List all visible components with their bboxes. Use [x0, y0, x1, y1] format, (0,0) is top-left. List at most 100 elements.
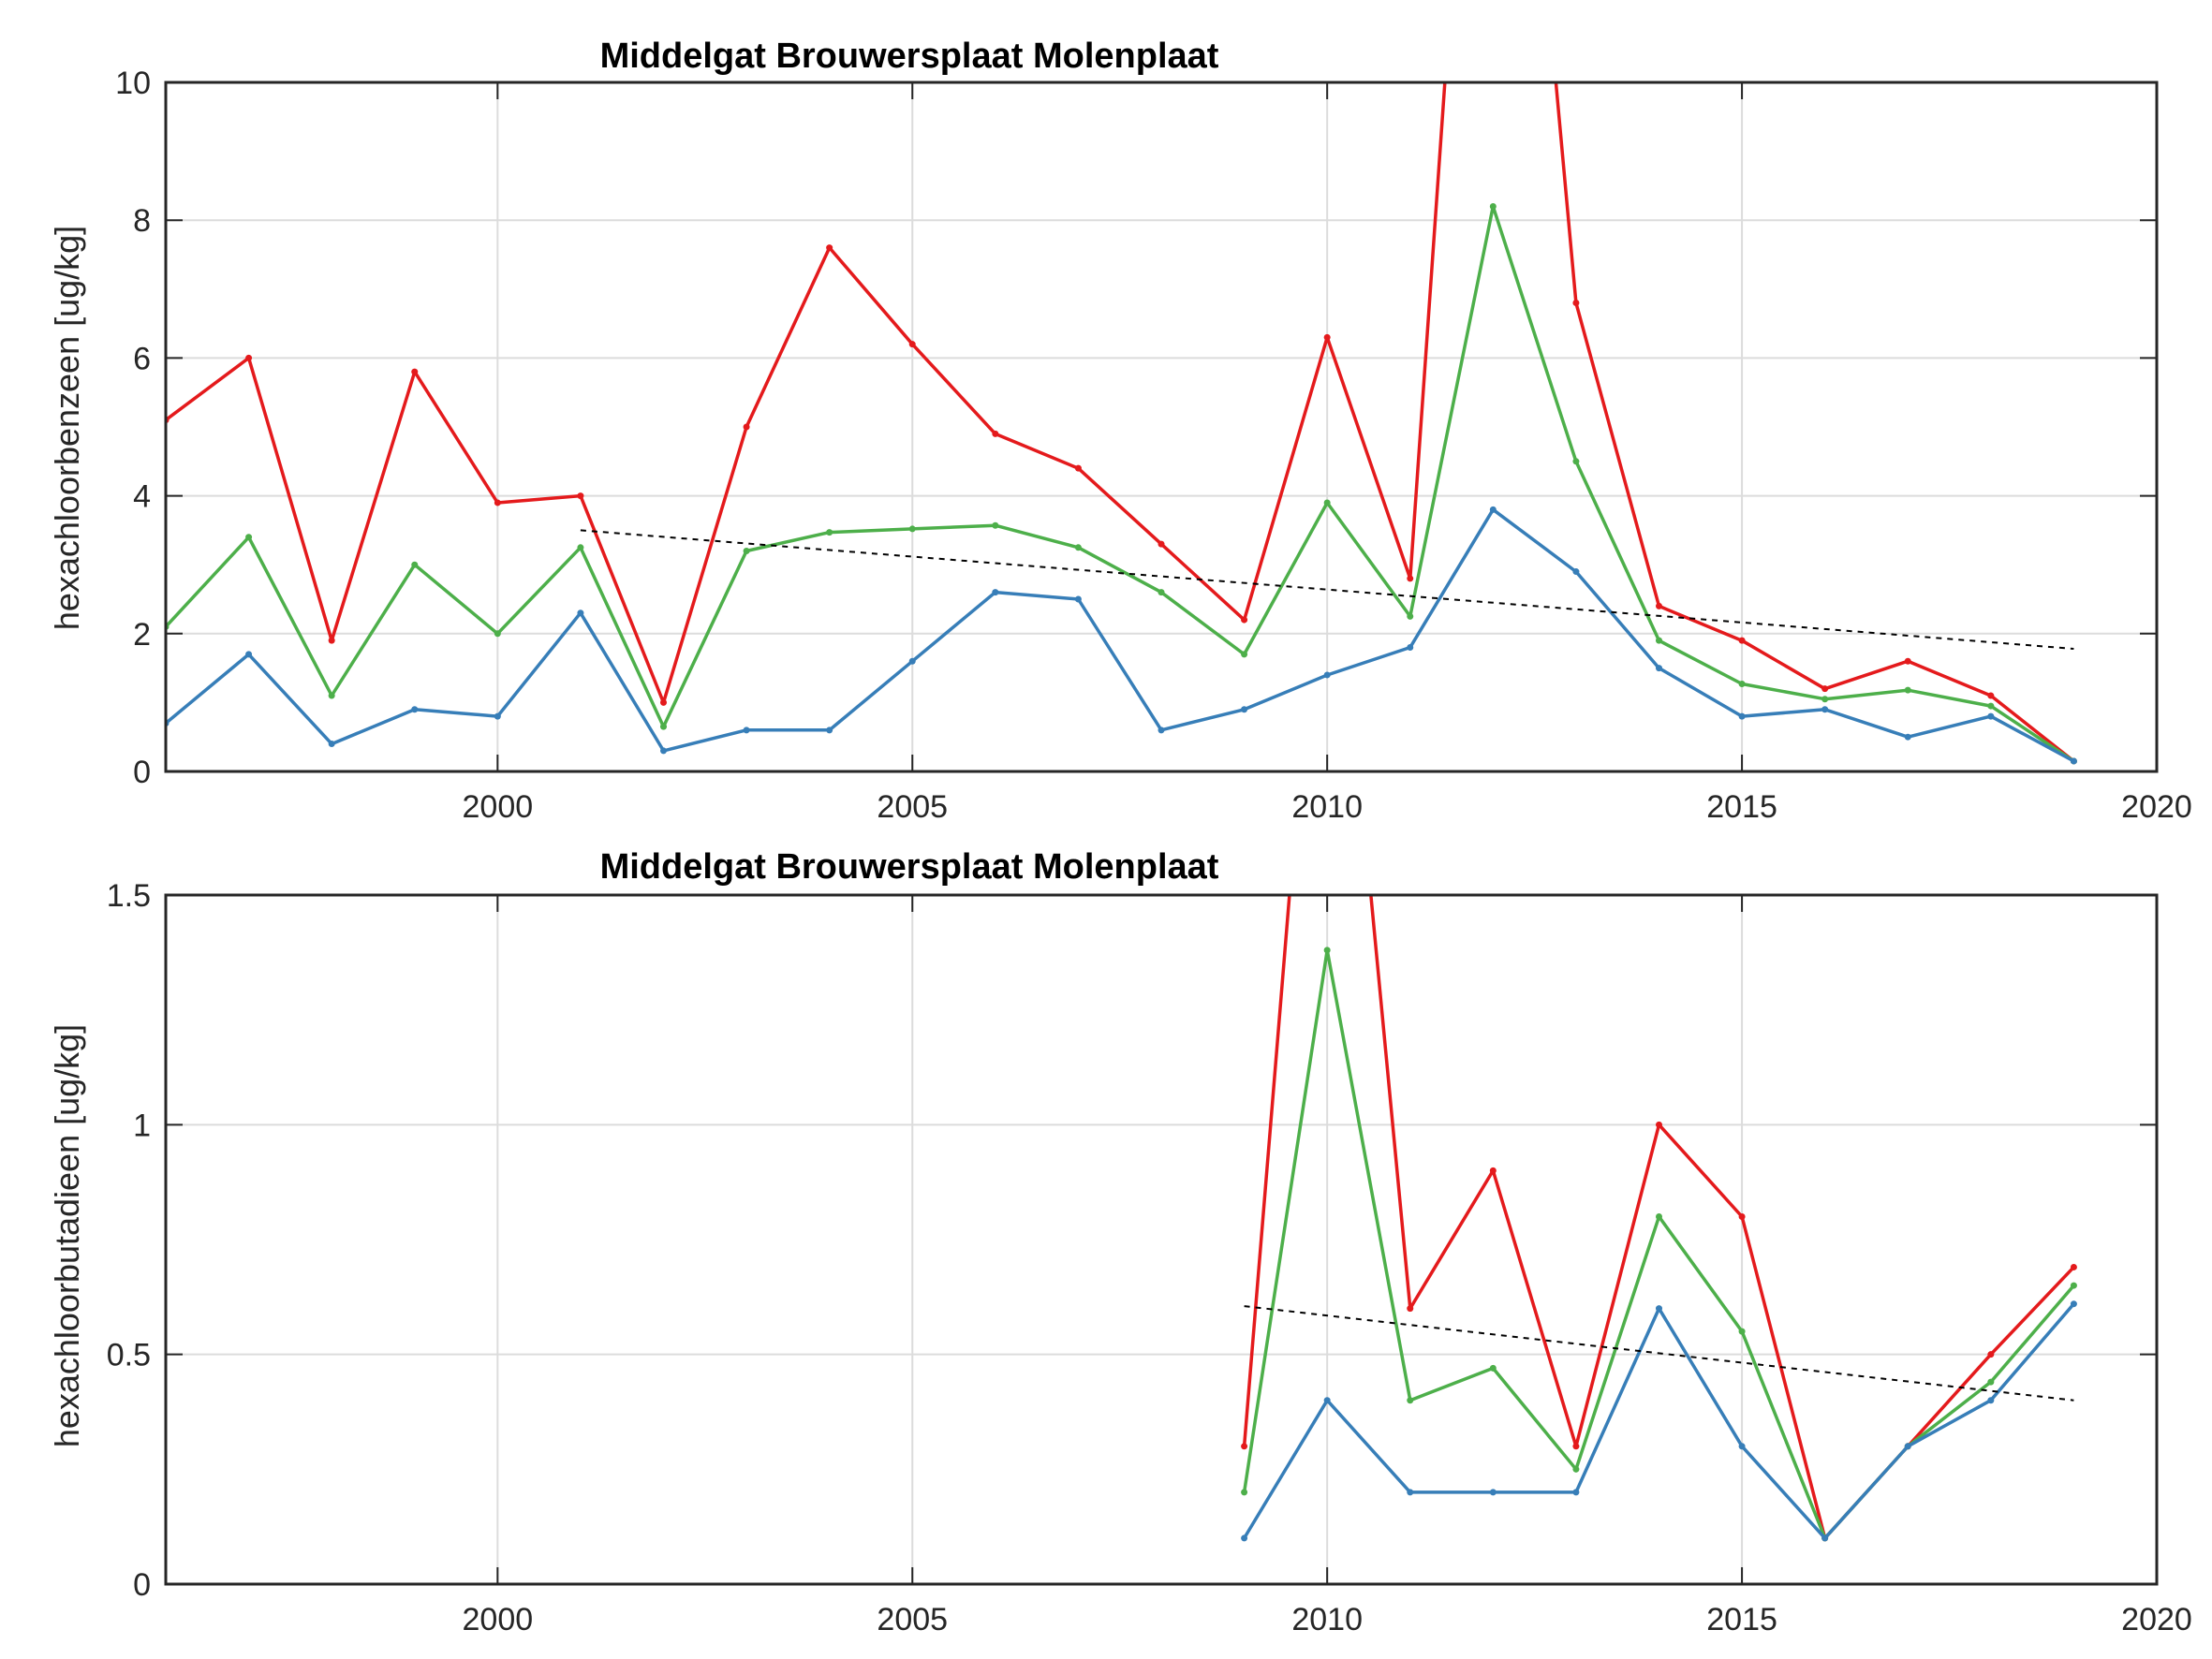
- data-point: [1323, 947, 1331, 954]
- data-point: [1323, 671, 1331, 679]
- series-line: [166, 82, 2075, 763]
- x-tick-label: 2005: [877, 789, 948, 825]
- data-point: [1407, 575, 1414, 582]
- data-point: [1407, 1397, 1414, 1404]
- data-point: [1241, 1489, 1248, 1496]
- chart-hexachloorbenzeen: Middelgat Brouwersplaat Molenplaat hexac…: [48, 37, 2192, 825]
- grid: [166, 81, 2158, 772]
- y-tick-label: 2: [133, 617, 151, 653]
- chart-title: Middelgat Brouwersplaat Molenplaat: [600, 37, 1219, 76]
- data-point: [1241, 651, 1248, 658]
- data-point: [1656, 665, 1662, 672]
- data-point: [1489, 1364, 1497, 1372]
- data-point: [328, 741, 335, 748]
- data-point: [1489, 202, 1497, 210]
- data-point: [1904, 1443, 1911, 1450]
- data-point: [1987, 692, 1995, 699]
- series-group: [166, 82, 2077, 765]
- x-tick-label: 2000: [463, 1602, 534, 1637]
- data-point: [245, 651, 253, 658]
- data-point: [1738, 1443, 1746, 1450]
- data-point: [577, 609, 584, 617]
- chart-title: Middelgat Brouwersplaat Molenplaat: [600, 847, 1219, 887]
- data-point: [1074, 544, 1082, 551]
- data-point: [494, 499, 501, 507]
- data-point: [1821, 685, 1829, 693]
- x-tick-label: 2005: [877, 1602, 948, 1637]
- data-point: [245, 534, 253, 541]
- data-point: [1323, 1397, 1331, 1404]
- y-tick-label: 1.5: [107, 878, 151, 914]
- data-point: [2070, 757, 2077, 765]
- data-point: [1241, 706, 1248, 713]
- y-tick-label: 1: [133, 1108, 151, 1143]
- y-tick-label: 4: [133, 479, 151, 515]
- data-point: [1572, 1465, 1580, 1473]
- data-point: [1572, 1443, 1580, 1450]
- data-point: [743, 727, 750, 734]
- data-point: [1987, 1397, 1995, 1404]
- data-point: [660, 747, 667, 755]
- axes-box: [164, 893, 2159, 1586]
- data-point: [1738, 1212, 1746, 1220]
- data-point: [660, 698, 667, 706]
- data-point: [577, 544, 584, 551]
- series-line: [166, 204, 2075, 763]
- data-point: [826, 244, 833, 252]
- data-point: [1323, 499, 1331, 507]
- axes-box: [164, 81, 2159, 773]
- y-tick-label: 0: [133, 1567, 151, 1603]
- x-tick-label: 2020: [2121, 789, 2192, 825]
- data-point: [1158, 589, 1165, 596]
- data-point: [1738, 1328, 1746, 1335]
- data-point: [1489, 1167, 1497, 1174]
- data-point: [826, 529, 833, 536]
- trend-line: [580, 529, 2074, 650]
- data-point: [245, 354, 253, 361]
- trend-line: [1244, 1305, 2074, 1402]
- data-point: [660, 723, 667, 730]
- x-tick-label: 2010: [1291, 789, 1363, 825]
- data-point: [411, 706, 419, 713]
- y-axis-label: hexachloorbutadieen [ug/kg]: [48, 1024, 86, 1447]
- data-point: [577, 492, 584, 500]
- data-point: [1572, 568, 1580, 576]
- data-point: [1738, 712, 1746, 720]
- chart-hexachloorbutadieen: Middelgat Brouwersplaat Molenplaat hexac…: [48, 847, 2192, 1637]
- data-point: [1241, 1534, 1248, 1542]
- y-tick-label: 0.5: [107, 1338, 151, 1373]
- x-tick-label: 2000: [463, 789, 534, 825]
- data-point: [1241, 1443, 1248, 1450]
- data-point: [1987, 1351, 1995, 1358]
- series-line: [166, 507, 2075, 763]
- data-point: [1656, 602, 1662, 609]
- data-point: [328, 692, 335, 699]
- series-line: [1242, 948, 2075, 1540]
- tick-labels: 2000 2005 2010 2015 2020 0 0.5 1 1.5: [107, 878, 2192, 1637]
- data-point: [494, 630, 501, 638]
- data-point: [1821, 1534, 1829, 1542]
- data-point: [411, 368, 419, 375]
- data-point: [1489, 1489, 1497, 1496]
- series-group: [1241, 895, 2077, 1542]
- y-tick-label: 10: [115, 66, 151, 101]
- data-point: [1572, 458, 1580, 465]
- data-point: [1656, 1212, 1662, 1220]
- data-point: [1407, 1305, 1414, 1313]
- data-point: [411, 561, 419, 568]
- x-tick-label: 2010: [1291, 1602, 1363, 1637]
- data-point: [2070, 1282, 2077, 1289]
- data-point: [1656, 1305, 1662, 1313]
- data-point: [1407, 1489, 1414, 1496]
- data-point: [1241, 616, 1248, 624]
- data-point: [1572, 1489, 1580, 1496]
- tick-labels: 2000 2005 2010 2015 2020 0 2 4 6 8 10: [115, 66, 2192, 825]
- x-tick-label: 2015: [1706, 1602, 1777, 1637]
- data-point: [1987, 1378, 1995, 1386]
- data-point: [2070, 1263, 2077, 1270]
- data-point: [1738, 681, 1746, 688]
- data-point: [1904, 657, 1911, 665]
- data-point: [743, 423, 750, 431]
- y-axis-label: hexachloorbenzeen [ug/kg]: [48, 226, 86, 630]
- data-point: [1158, 727, 1165, 734]
